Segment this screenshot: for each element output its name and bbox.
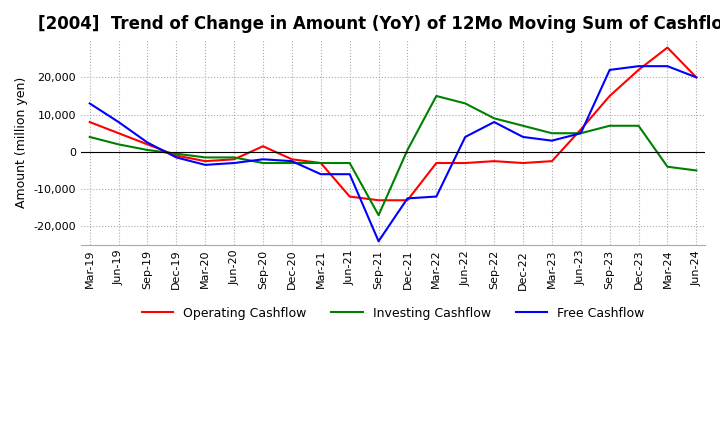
Operating Cashflow: [258, 143, 267, 149]
Investing Cashflow: [518, 123, 527, 128]
Investing Cashflow: [143, 147, 152, 153]
Free Cashflow: [490, 119, 498, 125]
Investing Cashflow: [346, 160, 354, 165]
Free Cashflow: [258, 157, 267, 162]
Operating Cashflow: [374, 198, 383, 203]
Operating Cashflow: [86, 119, 94, 125]
Y-axis label: Amount (million yen): Amount (million yen): [15, 77, 28, 208]
Operating Cashflow: [692, 75, 701, 80]
Free Cashflow: [403, 196, 412, 201]
Operating Cashflow: [518, 160, 527, 165]
Operating Cashflow: [287, 157, 296, 162]
Operating Cashflow: [548, 158, 557, 164]
Investing Cashflow: [374, 213, 383, 218]
Investing Cashflow: [172, 151, 181, 156]
Investing Cashflow: [577, 131, 585, 136]
Free Cashflow: [230, 160, 238, 165]
Operating Cashflow: [230, 157, 238, 162]
Free Cashflow: [143, 140, 152, 145]
Investing Cashflow: [201, 155, 210, 160]
Investing Cashflow: [548, 131, 557, 136]
Free Cashflow: [346, 172, 354, 177]
Free Cashflow: [518, 134, 527, 139]
Investing Cashflow: [403, 147, 412, 153]
Investing Cashflow: [86, 134, 94, 139]
Investing Cashflow: [663, 164, 672, 169]
Operating Cashflow: [172, 153, 181, 158]
Operating Cashflow: [317, 160, 325, 165]
Free Cashflow: [114, 119, 123, 125]
Investing Cashflow: [230, 155, 238, 160]
Investing Cashflow: [490, 116, 498, 121]
Legend: Operating Cashflow, Investing Cashflow, Free Cashflow: Operating Cashflow, Investing Cashflow, …: [137, 302, 649, 325]
Free Cashflow: [317, 172, 325, 177]
Investing Cashflow: [606, 123, 614, 128]
Line: Free Cashflow: Free Cashflow: [90, 66, 696, 241]
Free Cashflow: [606, 67, 614, 73]
Operating Cashflow: [490, 158, 498, 164]
Investing Cashflow: [432, 93, 441, 99]
Operating Cashflow: [634, 67, 643, 73]
Free Cashflow: [548, 138, 557, 143]
Investing Cashflow: [461, 101, 469, 106]
Investing Cashflow: [258, 160, 267, 165]
Free Cashflow: [374, 238, 383, 244]
Operating Cashflow: [201, 158, 210, 164]
Operating Cashflow: [606, 93, 614, 99]
Investing Cashflow: [317, 160, 325, 165]
Free Cashflow: [461, 134, 469, 139]
Line: Investing Cashflow: Investing Cashflow: [90, 96, 696, 215]
Line: Operating Cashflow: Operating Cashflow: [90, 48, 696, 200]
Investing Cashflow: [114, 142, 123, 147]
Investing Cashflow: [287, 160, 296, 165]
Free Cashflow: [663, 63, 672, 69]
Free Cashflow: [287, 158, 296, 164]
Investing Cashflow: [634, 123, 643, 128]
Free Cashflow: [692, 75, 701, 80]
Free Cashflow: [86, 101, 94, 106]
Operating Cashflow: [663, 45, 672, 50]
Operating Cashflow: [346, 194, 354, 199]
Free Cashflow: [634, 63, 643, 69]
Free Cashflow: [577, 131, 585, 136]
Operating Cashflow: [577, 127, 585, 132]
Operating Cashflow: [143, 142, 152, 147]
Operating Cashflow: [461, 160, 469, 165]
Title: [2004]  Trend of Change in Amount (YoY) of 12Mo Moving Sum of Cashflows: [2004] Trend of Change in Amount (YoY) o…: [38, 15, 720, 33]
Free Cashflow: [172, 155, 181, 160]
Operating Cashflow: [432, 160, 441, 165]
Free Cashflow: [432, 194, 441, 199]
Investing Cashflow: [692, 168, 701, 173]
Operating Cashflow: [403, 198, 412, 203]
Free Cashflow: [201, 162, 210, 168]
Operating Cashflow: [114, 131, 123, 136]
